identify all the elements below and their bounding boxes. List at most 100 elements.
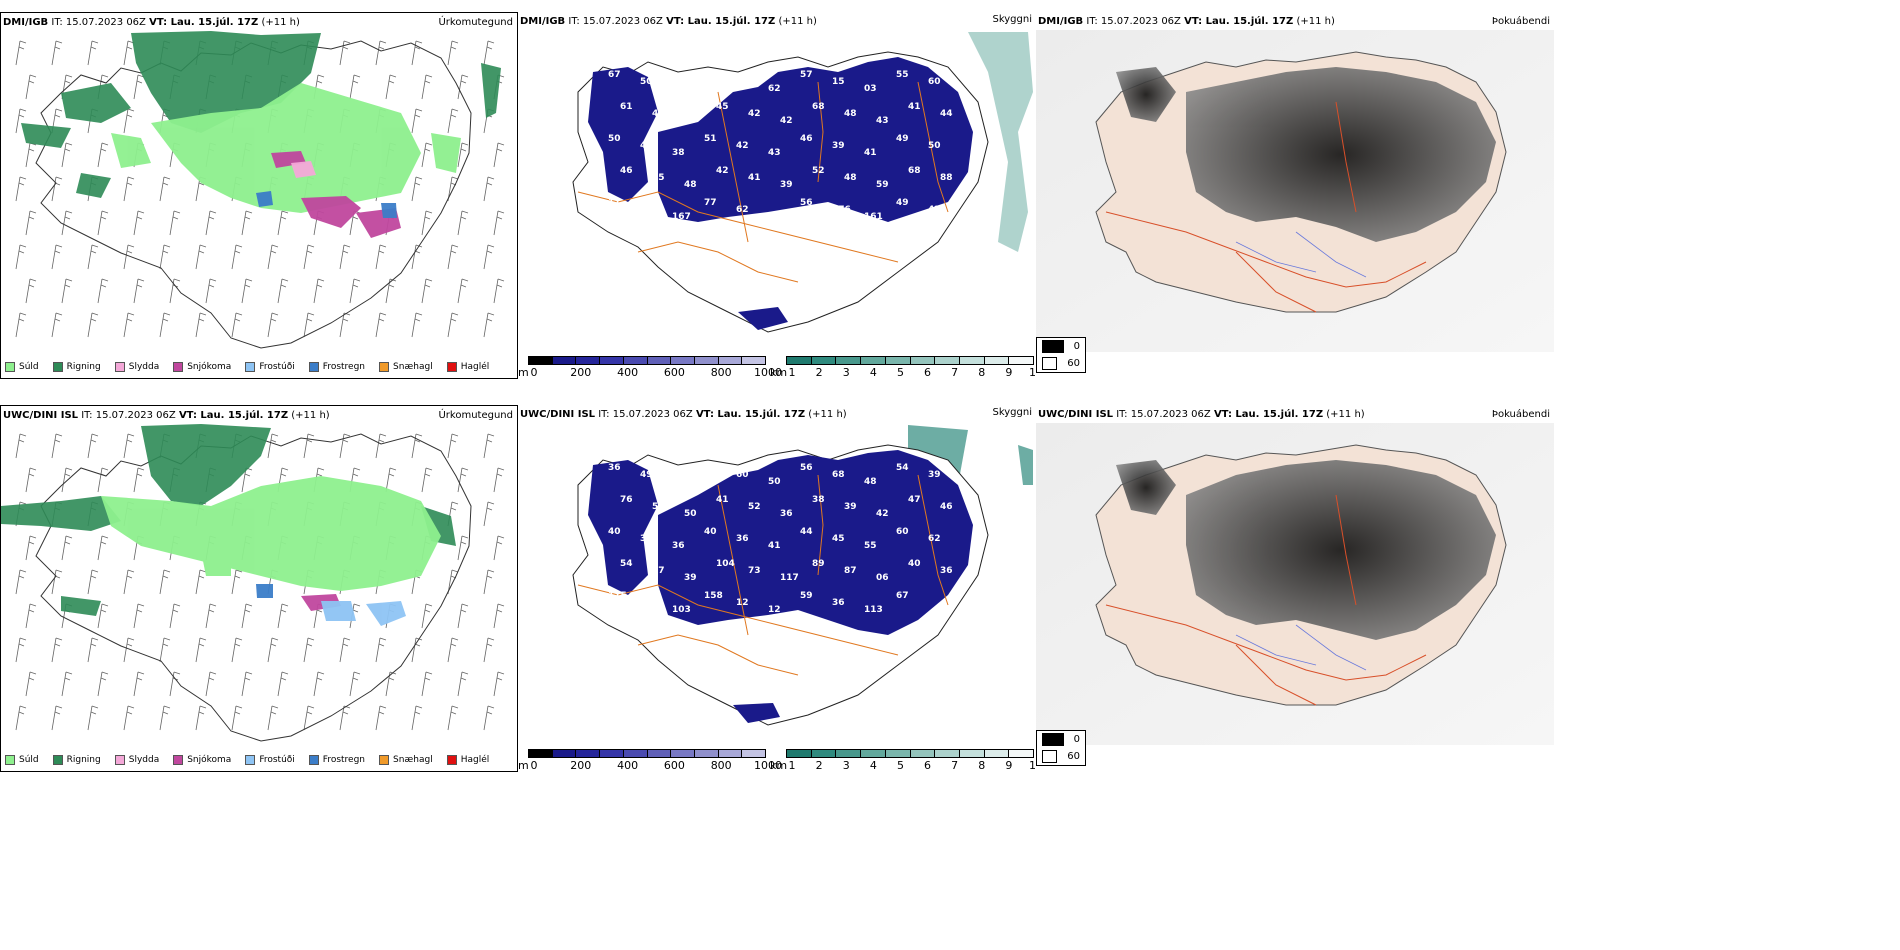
wind-barb	[483, 501, 495, 527]
fog-legend-label: 60	[1067, 751, 1080, 762]
cloud-height-label: 60	[736, 470, 749, 480]
colorbar-tick: 6	[924, 759, 932, 772]
roads	[1105, 494, 1427, 706]
wind-barb	[411, 176, 423, 202]
precip-panel-top: DMI/IGB IT: 15.07.2023 06Z VT: Lau. 15.j…	[0, 12, 518, 379]
cloud-height-label: 88	[940, 173, 953, 183]
cloud-height-label: 67	[896, 591, 909, 601]
low-cloud-area	[588, 57, 973, 330]
colorbar-segment	[576, 750, 601, 757]
cloud-height-label: 41	[748, 173, 761, 183]
wind-barb	[15, 569, 27, 595]
wind-barbs	[15, 433, 505, 731]
wind-barb	[97, 467, 109, 493]
cloud-height-label: 41	[716, 495, 729, 505]
wind-barb	[303, 705, 315, 731]
cloud-height-label: 48	[844, 109, 857, 119]
colorbar-tick: 8	[978, 759, 986, 772]
cloud-height-label: 98	[640, 205, 653, 215]
legend-item: Frostregn	[308, 362, 365, 372]
cloud-height-label: 74	[704, 70, 717, 80]
cloud-height-label: 38	[672, 148, 685, 158]
legend-swatch	[114, 755, 125, 765]
wind-barb	[133, 671, 145, 697]
wind-barb	[159, 244, 171, 270]
colorbar-unit: km	[770, 759, 788, 772]
wind-barb	[15, 312, 27, 338]
panel-name: Þokuábendi	[1491, 409, 1550, 420]
colorbar-segment	[552, 357, 577, 364]
colorbar-unit: m	[518, 759, 529, 772]
precip-freezing-rain-area	[256, 584, 273, 598]
wind-barb	[241, 671, 253, 697]
cloud-height-label: 42	[716, 166, 729, 176]
cloud-height-label: 39	[780, 180, 793, 190]
colorbar-tick: 1	[788, 366, 796, 379]
cloud-height-label: 62	[768, 84, 781, 94]
precip-rain-area	[21, 31, 501, 198]
cloud-height-label: 50	[640, 77, 653, 87]
legend-label: Snjókoma	[187, 755, 232, 765]
cloud-height-label: 47	[652, 566, 665, 576]
wind-barb	[483, 176, 495, 202]
wind-barb	[159, 569, 171, 595]
cloud-height-label: 39	[844, 502, 857, 512]
colorbar-segment	[1009, 750, 1034, 757]
cloud-height-label: 43	[768, 148, 781, 158]
wind-barb	[267, 705, 279, 731]
colorbar-tick: 400	[617, 759, 639, 772]
road-network	[577, 81, 949, 283]
cloud-height-label: 77	[704, 198, 717, 208]
colorbar-segment	[861, 750, 886, 757]
init-time: IT: 15.07.2023 06Z	[51, 17, 146, 28]
legend-swatch	[308, 362, 319, 372]
cloud-height-label: 39	[832, 141, 845, 151]
cloud-height-label: 59	[800, 591, 813, 601]
wind-barb	[123, 176, 135, 202]
panel-title: DMI/IGB IT: 15.07.2023 06Z VT: Lau. 15.j…	[520, 16, 817, 27]
cloud-height-label: 45	[652, 173, 665, 183]
wind-barb	[231, 569, 243, 595]
wind-barb	[483, 40, 495, 66]
colorbar-tick: 400	[617, 366, 639, 379]
legend-label: Slydda	[128, 362, 160, 372]
wind-barb	[421, 210, 433, 236]
wind-barb	[375, 244, 387, 270]
wind-barb	[339, 312, 351, 338]
legend-item: Slydda	[114, 755, 159, 765]
wind-barb	[303, 637, 315, 663]
legend-swatch	[173, 362, 184, 372]
wind-barb	[15, 705, 27, 731]
cloud-height-label: 40	[704, 527, 717, 537]
wind-barb	[61, 142, 73, 168]
panel-title: DMI/IGB IT: 15.07.2023 06Z VT: Lau. 15.j…	[1038, 16, 1335, 27]
wind-barb	[241, 603, 253, 629]
fog-legend-bottom: 0 60	[1036, 730, 1086, 766]
cloud-height-label: 03	[864, 84, 877, 94]
cloud-height-label: 39	[928, 470, 941, 480]
lead-time: (+11 h)	[808, 409, 847, 420]
colorbar-segment	[935, 357, 960, 364]
cloud-height-label: 36	[736, 534, 749, 544]
wind-barb	[205, 210, 217, 236]
wind-barb	[159, 705, 171, 731]
cloud-height-label: 48	[684, 180, 697, 190]
cloud-height-label: 43	[876, 116, 889, 126]
wind-barb	[169, 603, 181, 629]
fog-panel-top: DMI/IGB IT: 15.07.2023 06Z VT: Lau. 15.j…	[1036, 12, 1554, 379]
cloud-height-label: 40	[908, 559, 921, 569]
precip-drizzle-area	[101, 476, 441, 591]
cloud-height-label: 46	[800, 134, 813, 144]
cloud-height-label: 87	[844, 566, 857, 576]
colorbar-segment	[836, 357, 862, 364]
wind-barb	[421, 467, 433, 493]
legend-item: Súld	[5, 755, 39, 765]
legend-swatch	[245, 362, 256, 372]
legend-label: Rigning	[66, 755, 101, 765]
wind-barb	[195, 705, 207, 731]
wind-barb	[339, 637, 351, 663]
colorbar-segment	[718, 750, 743, 757]
wind-barb	[15, 637, 27, 663]
valid-time: VT: Lau. 15.júl. 17Z	[1184, 16, 1294, 27]
wind-barb	[385, 671, 397, 697]
